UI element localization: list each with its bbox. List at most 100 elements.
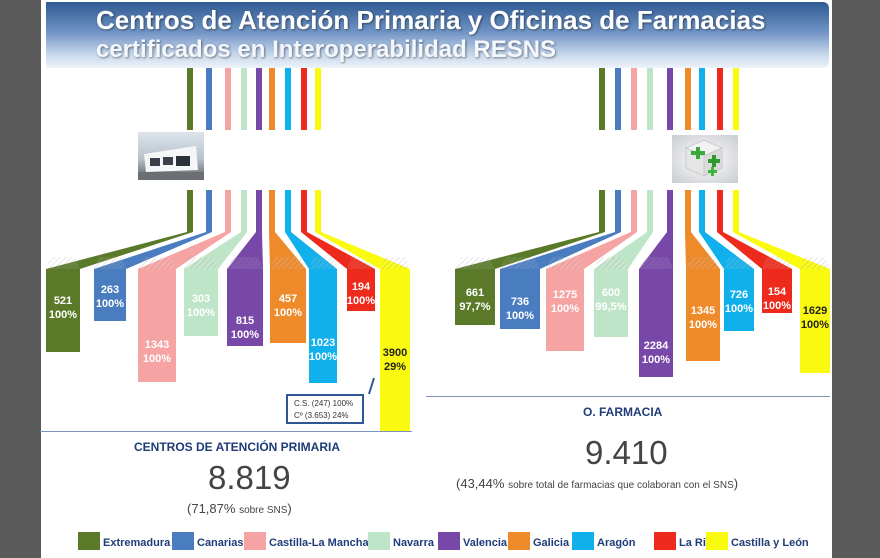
primary-care-stripe-la-rioja bbox=[301, 68, 307, 130]
pharmacy-pct-castilla-y-leon: 100% bbox=[801, 319, 829, 331]
pharmacy-connector-extremadura bbox=[455, 232, 605, 269]
legend-label-valencia: Valencia bbox=[463, 537, 508, 549]
building-photo bbox=[138, 132, 204, 180]
legend-swatch-canarias bbox=[172, 532, 194, 550]
pharmacy-pct-la-rioja: 100% bbox=[763, 300, 791, 312]
primary-care-subtitle: (71,87% sobre SNS) bbox=[187, 501, 292, 516]
primary-care-box-galicia bbox=[270, 269, 306, 343]
pharmacy-pct-canarias: 100% bbox=[506, 310, 534, 322]
primary-care-box-castilla-y-leon bbox=[380, 269, 410, 431]
pharmacy-box-castilla-la-mancha bbox=[546, 269, 584, 351]
primary-care-count-castilla-y-leon: 3900 bbox=[383, 347, 407, 359]
pharmacy-subtitle: (43,44% sobre total de farmacias que col… bbox=[456, 476, 739, 491]
primary-care-connector-extremadura bbox=[46, 232, 193, 269]
title-line-1: Centros de Atención Primaria y Oficinas … bbox=[96, 5, 766, 35]
pharmacy-pct-valencia: 100% bbox=[642, 354, 670, 366]
primary-care-hatch-navarra bbox=[184, 257, 218, 269]
primary-care-stripe-castilla-y-leon bbox=[315, 68, 321, 130]
legend-swatch-extremadura bbox=[78, 532, 100, 550]
pharmacy-stripe-valencia bbox=[667, 68, 673, 130]
left-divider bbox=[40, 431, 412, 432]
pharmacy-branch-valencia bbox=[667, 190, 673, 232]
primary-care-stripe-aragon bbox=[285, 68, 291, 130]
legend-swatch-galicia bbox=[508, 532, 530, 550]
note-line-1: C.S. (247) 100% bbox=[294, 399, 354, 408]
pharmacy-hatch-valencia bbox=[639, 257, 673, 269]
pharmacy-pct-aragon: 100% bbox=[725, 303, 753, 315]
legend-label-canarias: Canarias bbox=[197, 537, 243, 549]
pharmacy-hatch-extremadura bbox=[455, 257, 495, 269]
primary-care-stripe-castilla-la-mancha bbox=[225, 68, 231, 130]
primary-care-count-aragon: 1023 bbox=[311, 337, 335, 349]
primary-care-count-valencia: 815 bbox=[236, 315, 254, 327]
pharmacy-box-navarra bbox=[594, 269, 628, 337]
primary-care-branch-aragon bbox=[285, 190, 291, 232]
primary-care-count-la-rioja: 194 bbox=[352, 281, 371, 293]
pharmacy-hatch-galicia bbox=[686, 257, 720, 269]
pharmacy-stripe-extremadura bbox=[599, 68, 605, 130]
pharmacy-box-castilla-y-leon bbox=[800, 269, 830, 373]
pharmacy-stripe-navarra bbox=[647, 68, 653, 130]
primary-care-count-navarra: 303 bbox=[192, 293, 210, 305]
primary-care-count-canarias: 263 bbox=[101, 284, 119, 296]
pharmacy-branch-la-rioja bbox=[717, 190, 723, 232]
primary-care-hatch-castilla-la-mancha bbox=[138, 257, 176, 269]
pharmacy-branch-galicia bbox=[685, 190, 691, 232]
pharmacy-hatch-canarias bbox=[500, 257, 540, 269]
primary-care-stripe-canarias bbox=[206, 68, 212, 130]
primary-care-pct-castilla-la-mancha: 100% bbox=[143, 353, 171, 365]
pharmacy-pct: 43,44% bbox=[460, 476, 505, 491]
primary-care-branch-valencia bbox=[256, 190, 262, 232]
primary-care-box-castilla-la-mancha bbox=[138, 269, 176, 382]
pharmacy-pct-navarra: 99,5% bbox=[595, 301, 626, 313]
legend-swatch-valencia bbox=[438, 532, 460, 550]
primary-care-pct-galicia: 100% bbox=[274, 307, 302, 319]
primary-care-hatch-canarias bbox=[94, 257, 126, 269]
primary-care-hatch-galicia bbox=[270, 257, 306, 269]
primary-care-hatch-castilla-y-leon bbox=[380, 257, 410, 269]
title-banner bbox=[46, 2, 829, 68]
pharmacy-hatch-castilla-y-leon bbox=[800, 257, 830, 269]
pharmacy-branch-extremadura bbox=[599, 190, 605, 232]
primary-care-connector-canarias bbox=[94, 232, 212, 269]
pharmacy-count-canarias: 736 bbox=[511, 296, 529, 308]
pharmacy-box-galicia bbox=[686, 269, 720, 361]
primary-care-pct: 71,87% bbox=[191, 501, 236, 516]
pharmacy-stripe-canarias bbox=[615, 68, 621, 130]
primary-care-stripe-extremadura bbox=[187, 68, 193, 130]
pharmacy-count-galicia: 1345 bbox=[691, 305, 715, 317]
pharmacy-hatch-navarra bbox=[594, 257, 628, 269]
note-line-2: Cº (3.653) 24% bbox=[294, 411, 349, 420]
legend-swatch-navarra bbox=[368, 532, 390, 550]
primary-care-box-canarias bbox=[94, 269, 126, 321]
legend-label-castilla-y-leon: Castilla y León bbox=[731, 537, 809, 549]
primary-care-box-la-rioja bbox=[347, 269, 375, 311]
pharmacy-pct-galicia: 100% bbox=[689, 319, 717, 331]
pharmacy-count-la-rioja: 154 bbox=[768, 286, 787, 298]
primary-care-branch-castilla-y-leon bbox=[315, 190, 321, 232]
pharmacy-count-aragon: 726 bbox=[730, 289, 748, 301]
pharmacy-pct-castilla-la-mancha: 100% bbox=[551, 303, 579, 315]
pharmacy-branch-castilla-la-mancha bbox=[631, 190, 637, 232]
pharmacy-count-navarra: 600 bbox=[602, 287, 620, 299]
pharmacy-count-castilla-y-leon: 1629 bbox=[803, 305, 827, 317]
pharmacy-box-canarias bbox=[500, 269, 540, 329]
primary-care-count-castilla-la-mancha: 1343 bbox=[145, 339, 169, 351]
pharmacy-count-extremadura: 661 bbox=[466, 287, 484, 299]
primary-care-box-extremadura bbox=[46, 269, 80, 352]
primary-care-branch-canarias bbox=[206, 190, 212, 232]
primary-care-pct-valencia: 100% bbox=[231, 329, 259, 341]
pharmacy-stripe-castilla-la-mancha bbox=[631, 68, 637, 130]
castilla-leon-note: C.S. (247) 100% Cº (3.653) 24% bbox=[286, 394, 364, 424]
title-line-2: certificados en Interoperabilidad RESNS bbox=[96, 36, 557, 63]
primary-care-stripe-valencia bbox=[256, 68, 262, 130]
pharmacy-box-valencia bbox=[639, 269, 673, 377]
primary-care-count-extremadura: 521 bbox=[54, 295, 72, 307]
primary-care-pct-extremadura: 100% bbox=[49, 309, 77, 321]
primary-care-stripe-galicia bbox=[269, 68, 275, 130]
legend-swatch-castilla-la-mancha bbox=[244, 532, 266, 550]
primary-care-branch-galicia bbox=[269, 190, 275, 232]
primary-care-box-aragon bbox=[309, 269, 337, 383]
pharmacy-hatch-castilla-la-mancha bbox=[546, 257, 584, 269]
